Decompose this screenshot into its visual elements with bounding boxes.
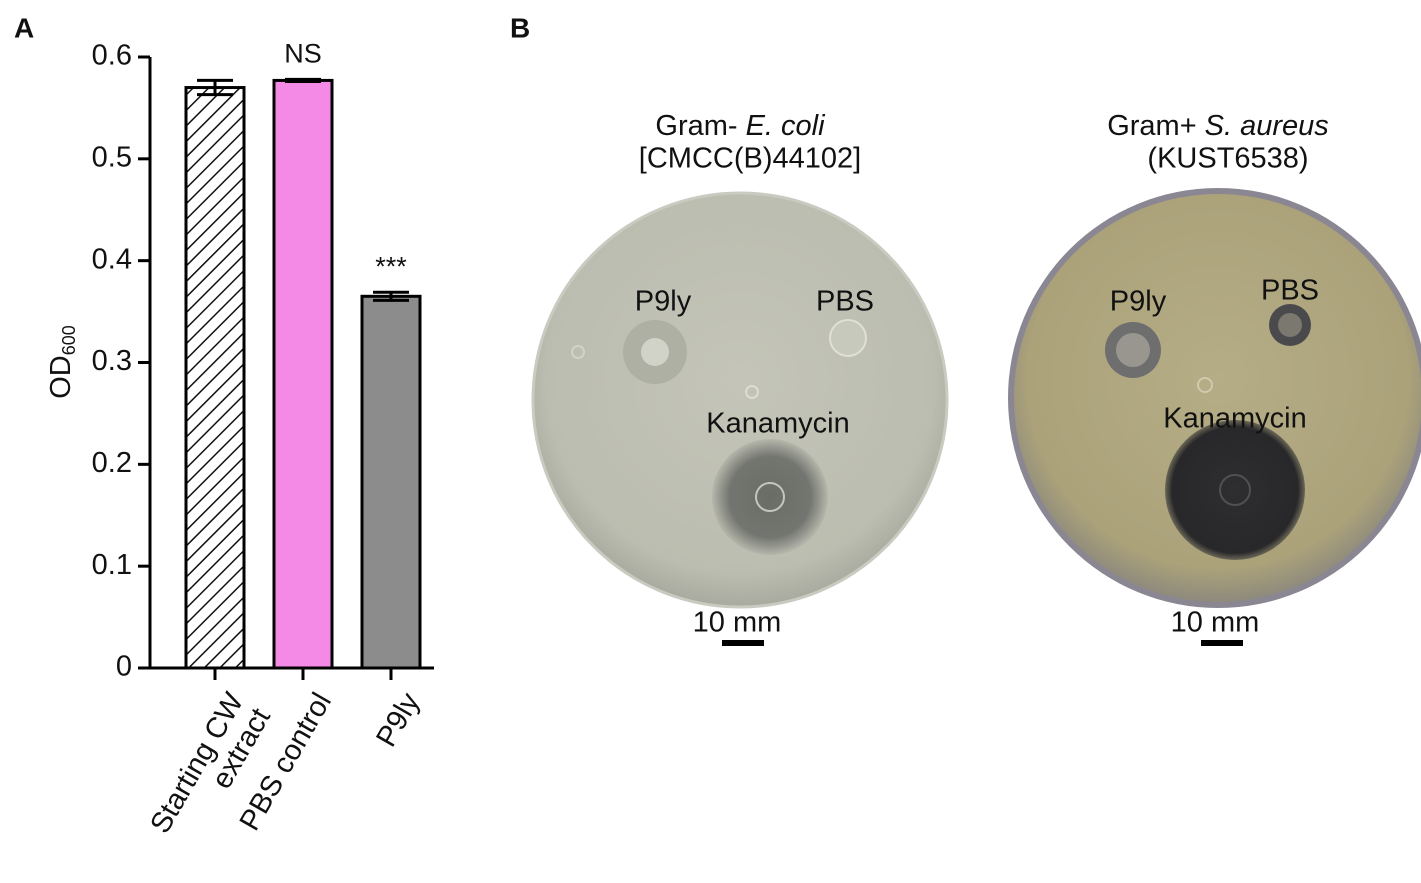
y-axis-label-main: OD bbox=[45, 355, 77, 399]
spot-label: Kanamycin bbox=[706, 408, 849, 440]
y-tick-label: 0.2 bbox=[92, 447, 132, 479]
error-bar bbox=[373, 290, 409, 302]
title-prefix: Gram+ bbox=[1107, 110, 1196, 142]
y-axis-label-sub: 600 bbox=[59, 325, 79, 355]
spot-label: PBS bbox=[816, 286, 874, 318]
spot-label: Kanamycin bbox=[1163, 403, 1306, 435]
plate-strain: [CMCC(B)44102] bbox=[639, 143, 861, 175]
y-tick-label: 0.6 bbox=[92, 40, 132, 72]
bar bbox=[360, 294, 422, 670]
scale-bar-label: 10 mm bbox=[1171, 607, 1260, 639]
y-tick-label: 0 bbox=[116, 651, 132, 683]
scale-bar-label: 10 mm bbox=[693, 607, 782, 639]
title-prefix: Gram- bbox=[655, 110, 737, 142]
significance-label: NS bbox=[284, 39, 322, 69]
bar bbox=[184, 86, 246, 670]
plate-title: Gram- E. coli bbox=[655, 110, 826, 142]
title-species: E. coli bbox=[746, 110, 827, 142]
panel-label: B bbox=[510, 12, 530, 43]
error-bar bbox=[285, 77, 321, 83]
plate-title: Gram+ S. aureus bbox=[1107, 110, 1329, 142]
spot-label: P9ly bbox=[635, 286, 692, 318]
plate-strain: (KUST6538) bbox=[1147, 143, 1308, 175]
y-tick-label: 0.3 bbox=[92, 345, 132, 377]
spot-label: P9ly bbox=[1110, 286, 1167, 318]
y-axis-label: OD600 bbox=[45, 325, 79, 399]
y-tick-label: 0.1 bbox=[92, 549, 132, 581]
y-tick-label: 0.4 bbox=[92, 243, 132, 275]
error-bar bbox=[197, 78, 233, 97]
panel-label: A bbox=[14, 12, 34, 43]
title-species: S. aureus bbox=[1205, 110, 1329, 142]
bar bbox=[272, 78, 334, 670]
y-tick-label: 0.5 bbox=[92, 141, 132, 173]
spot-label: PBS bbox=[1261, 275, 1319, 307]
significance-label: *** bbox=[375, 251, 407, 281]
plate-photo bbox=[470, 185, 1421, 646]
